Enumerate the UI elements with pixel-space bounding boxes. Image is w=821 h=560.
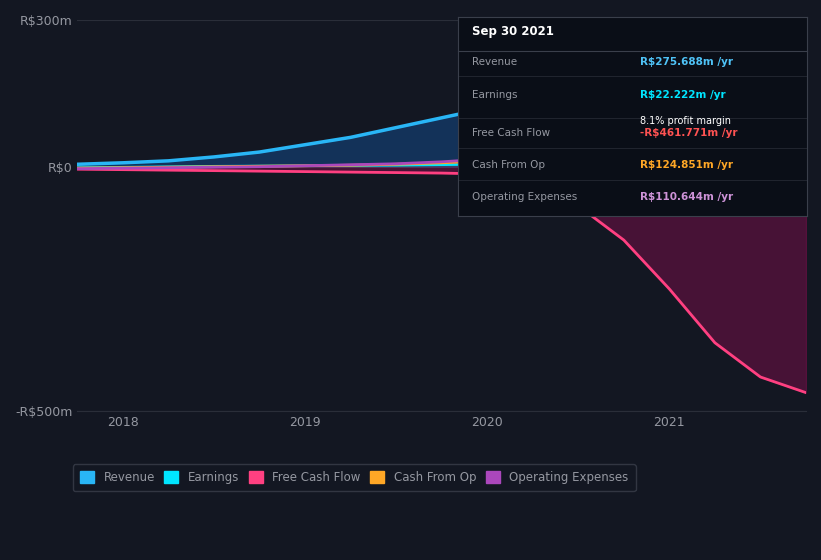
Text: -R$461.771m /yr: -R$461.771m /yr (640, 128, 737, 138)
Text: Sep 30 2021: Sep 30 2021 (472, 25, 554, 38)
Text: Earnings: Earnings (472, 90, 517, 100)
Text: R$275.688m /yr: R$275.688m /yr (640, 57, 732, 67)
Text: 8.1% profit margin: 8.1% profit margin (640, 116, 731, 126)
Text: R$124.851m /yr: R$124.851m /yr (640, 160, 732, 170)
Text: Free Cash Flow: Free Cash Flow (472, 128, 550, 138)
Text: R$22.222m /yr: R$22.222m /yr (640, 90, 725, 100)
Text: Operating Expenses: Operating Expenses (472, 192, 577, 202)
Text: R$110.644m /yr: R$110.644m /yr (640, 192, 732, 202)
Legend: Revenue, Earnings, Free Cash Flow, Cash From Op, Operating Expenses: Revenue, Earnings, Free Cash Flow, Cash … (73, 464, 635, 492)
Text: Cash From Op: Cash From Op (472, 160, 545, 170)
Text: Revenue: Revenue (472, 57, 517, 67)
